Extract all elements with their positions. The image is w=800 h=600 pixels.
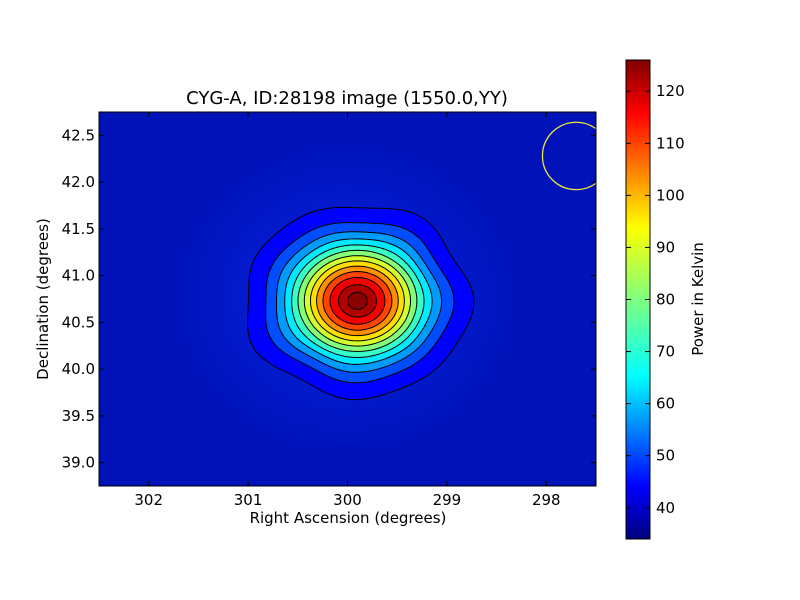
y-tick-label: 42.0 xyxy=(62,173,95,191)
contour-line xyxy=(303,255,412,347)
contour-line xyxy=(322,270,393,331)
contour-line xyxy=(329,276,386,325)
contour-band xyxy=(347,292,368,310)
colorbar-tick-label: 40 xyxy=(656,499,675,517)
y-axis-label: Declination (degrees) xyxy=(34,218,52,380)
contour-line xyxy=(265,221,455,384)
contour-line xyxy=(309,260,405,342)
colorbar-tick-label: 120 xyxy=(656,82,685,100)
colorbar-ticks: 40 50 60 70 80 90 100 110 120 xyxy=(626,82,685,517)
x-tick-label: 300 xyxy=(333,491,362,509)
contour-line xyxy=(337,284,378,318)
contour-line xyxy=(316,265,399,337)
y-tick-label: 40.0 xyxy=(62,360,95,378)
contour-line xyxy=(284,238,433,365)
y-tick-label: 41.0 xyxy=(62,267,95,285)
contour-line xyxy=(346,291,369,310)
x-axis-label: Right Ascension (degrees) xyxy=(250,509,447,527)
x-axis-ticks: 302 301 300 299 298 xyxy=(134,112,561,509)
y-tick-label: 41.5 xyxy=(62,220,95,238)
chart-title: CYG-A, ID:28198 image (1550.0,YY) xyxy=(186,88,508,109)
colorbar-tick-label: 90 xyxy=(656,238,675,256)
colorbar-tick-label: 80 xyxy=(656,291,675,309)
colorbar-tick-label: 110 xyxy=(656,134,685,152)
beam-circle xyxy=(541,121,596,191)
colorbar-label: Power in Kelvin xyxy=(689,242,707,356)
contour-line xyxy=(246,206,475,401)
x-tick-label: 301 xyxy=(234,491,263,509)
x-tick-label: 299 xyxy=(433,491,462,509)
x-tick-label: 302 xyxy=(134,491,163,509)
y-tick-label: 39.0 xyxy=(62,454,95,472)
contour-line xyxy=(297,249,418,353)
colorbar-tick-label: 50 xyxy=(656,447,675,465)
colorbar-tick-label: 100 xyxy=(656,186,685,204)
y-tick-label: 42.5 xyxy=(62,126,95,144)
colorbar-tick-label: 60 xyxy=(656,395,675,413)
y-tick-label: 39.5 xyxy=(62,407,95,425)
colorbar-tick-label: 70 xyxy=(656,343,675,361)
contour-line xyxy=(276,231,443,373)
y-tick-label: 40.5 xyxy=(62,313,95,331)
y-axis-ticks: 39.0 39.5 40.0 40.5 41.0 41.5 42.0 42.5 xyxy=(62,126,596,472)
contour-lines xyxy=(246,206,475,401)
x-tick-label: 298 xyxy=(532,491,561,509)
contour-line xyxy=(291,244,425,359)
